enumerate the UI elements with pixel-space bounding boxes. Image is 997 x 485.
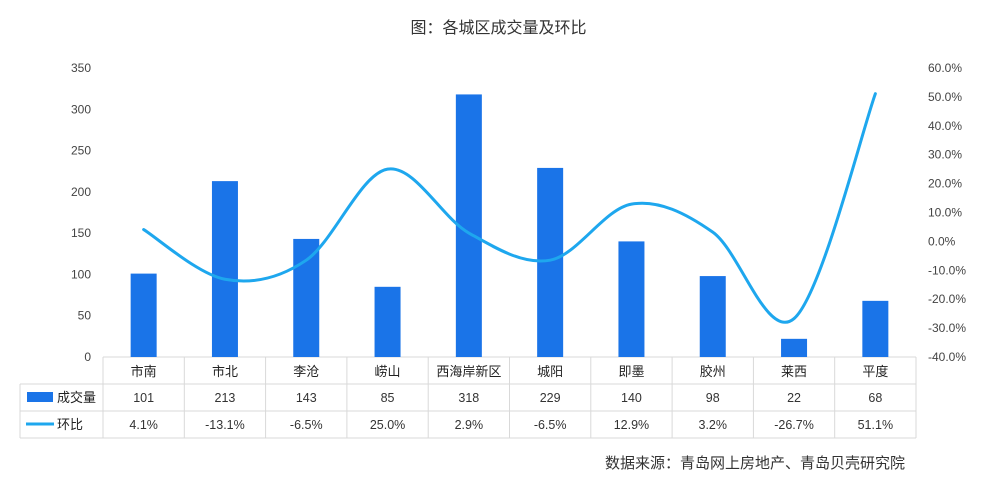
category-label: 市北: [212, 364, 238, 380]
mom-value: -26.7%: [774, 418, 814, 432]
y-left-tick-label: 200: [71, 185, 91, 199]
volume-value: 140: [621, 391, 642, 405]
legend-volume-label: 成交量: [57, 390, 96, 406]
mom-value: 4.1%: [129, 418, 158, 432]
bar-6: [618, 241, 645, 357]
y-left-tick-label: 150: [71, 226, 91, 240]
mom-value: 25.0%: [370, 418, 405, 432]
category-label: 平度: [862, 364, 888, 380]
mom-value: -13.1%: [205, 418, 245, 432]
y-left-tick-label: 50: [78, 309, 92, 323]
legend-bar-swatch: [27, 392, 53, 402]
category-label: 城阳: [537, 365, 563, 380]
y-left-tick-label: 250: [71, 144, 91, 158]
category-label: 西海岸新区: [436, 364, 501, 380]
data-source: 数据来源：青岛网上房地产、青岛贝壳研究院: [604, 454, 905, 472]
category-label: 市南: [131, 364, 157, 380]
y-left-tick-label: 300: [71, 102, 91, 116]
bar-2: [293, 238, 320, 357]
bar-0: [130, 273, 157, 357]
y-right-tick-label: -30.0%: [928, 321, 966, 335]
bar-8: [781, 338, 808, 357]
y-right-tick-label: 50.0%: [928, 90, 962, 104]
legend-mom-label: 环比: [57, 418, 83, 433]
mom-line: [142, 92, 877, 324]
volume-value: 143: [296, 391, 317, 405]
volume-value: 318: [458, 391, 479, 405]
volume-value: 229: [540, 391, 561, 405]
mom-value: 51.1%: [858, 418, 893, 432]
y-right-tick-label: -20.0%: [928, 292, 966, 306]
category-label: 即墨: [618, 365, 644, 380]
mom-value: -6.5%: [290, 418, 323, 432]
y-right-tick-label: -10.0%: [928, 263, 966, 277]
y-left-tick-label: 350: [71, 61, 91, 75]
volume-value: 98: [706, 391, 720, 405]
volume-value: 101: [133, 391, 154, 405]
mom-value: 3.2%: [699, 418, 728, 432]
volume-value: 85: [381, 391, 395, 405]
y-left-tick-label: 0: [84, 350, 91, 364]
bar-3: [374, 286, 401, 357]
volume-value: 68: [868, 391, 882, 405]
y-right-tick-label: -40.0%: [928, 350, 966, 364]
bar-7: [699, 276, 726, 357]
category-label: 崂山: [375, 365, 401, 380]
mom-value: -6.5%: [534, 418, 567, 432]
chart-title: 图：各城区成交量及环比: [410, 18, 587, 37]
y-right-tick-label: 10.0%: [928, 206, 962, 220]
bar-9: [862, 300, 889, 357]
bar-1: [211, 181, 238, 357]
y-right-tick-label: 60.0%: [928, 61, 962, 75]
category-label: 李沧: [293, 364, 319, 380]
y-right-tick-label: 0.0%: [928, 234, 956, 248]
category-label: 胶州: [700, 364, 726, 380]
y-left-tick-label: 100: [71, 267, 91, 281]
category-label: 莱西: [781, 365, 807, 380]
y-right-tick-label: 30.0%: [928, 148, 962, 162]
mom-value: 2.9%: [455, 418, 484, 432]
volume-value: 213: [215, 391, 236, 405]
y-right-tick-label: 40.0%: [928, 119, 962, 133]
volume-value: 22: [787, 391, 801, 405]
y-right-tick-label: 20.0%: [928, 177, 962, 191]
mom-value: 12.9%: [614, 418, 649, 432]
